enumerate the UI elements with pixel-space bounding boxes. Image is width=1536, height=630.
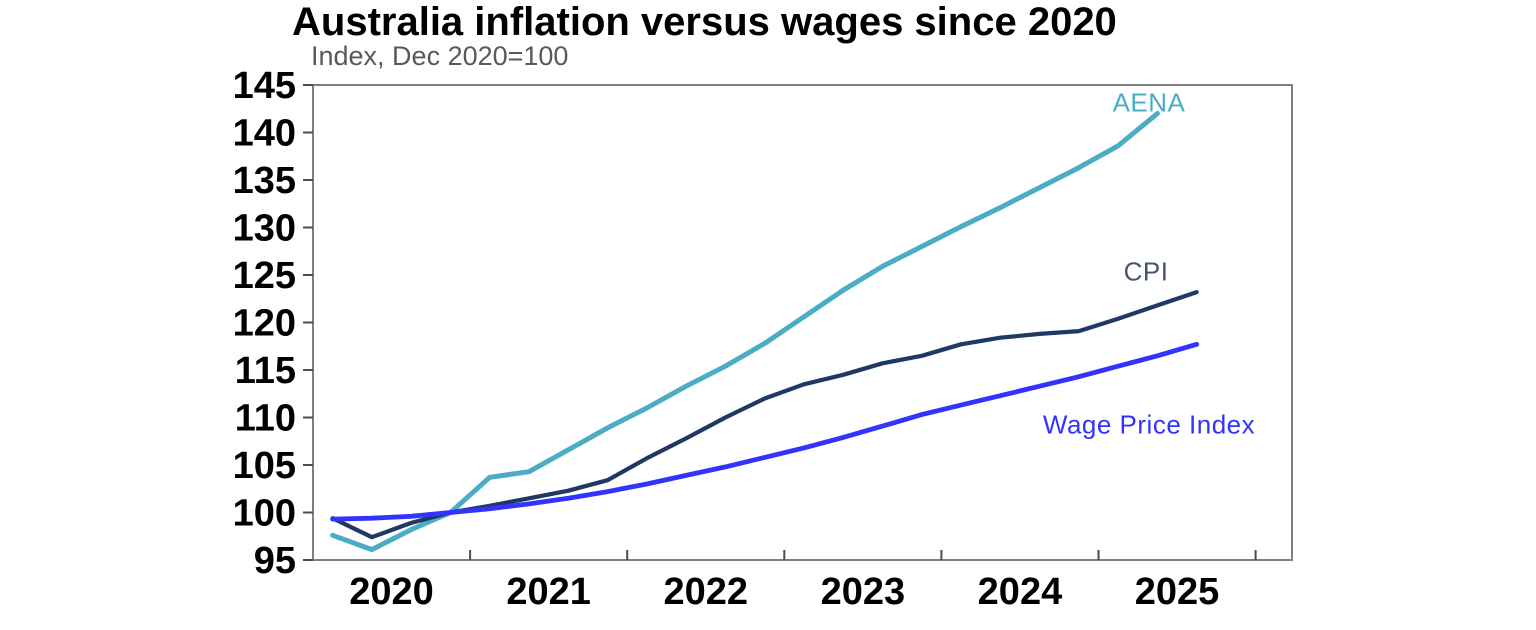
y-axis-tick-label: 110 <box>235 398 296 440</box>
plot-frame <box>312 84 1293 561</box>
y-axis-tick-label: 115 <box>235 350 296 392</box>
series-label-aena: AENA <box>1112 87 1186 118</box>
y-axis-tick-label: 105 <box>233 445 296 487</box>
x-axis-year-label: 2020 <box>349 571 434 613</box>
wpi-line <box>330 341 1200 522</box>
y-axis-tick-label: 95 <box>254 540 296 582</box>
y-axis-tick-label: 145 <box>233 65 296 107</box>
x-axis-year-label: 2022 <box>663 571 748 613</box>
aena-line <box>330 111 1160 553</box>
y-axis-tick-label: 140 <box>233 113 296 155</box>
x-axis-year-label: 2025 <box>1135 571 1220 613</box>
chart-title: Australia inflation versus wages since 2… <box>292 0 1117 44</box>
chart-subtitle: Index, Dec 2020=100 <box>311 41 569 71</box>
x-axis-year-label: 2023 <box>821 571 906 613</box>
series-label-wpi: Wage Price Index <box>1042 409 1256 440</box>
y-axis-tick-label: 120 <box>233 303 296 345</box>
y-axis-tick-label: 135 <box>233 160 296 202</box>
series-label-cpi: CPI <box>1123 256 1169 287</box>
y-axis-tick-label: 130 <box>233 208 296 250</box>
x-axis-year-label: 2024 <box>978 571 1063 613</box>
y-axis-tick-label: 125 <box>233 255 296 297</box>
x-axis-year-label: 2021 <box>506 571 591 613</box>
y-axis-tick-label: 100 <box>233 493 296 535</box>
